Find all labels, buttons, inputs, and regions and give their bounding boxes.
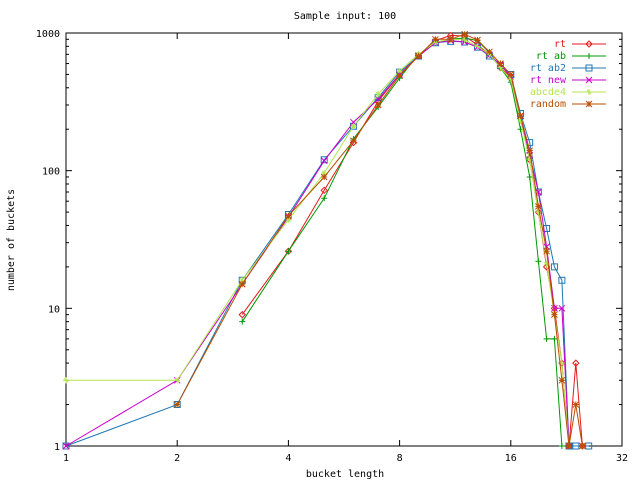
legend-label: abcde4 <box>530 87 566 98</box>
data-point <box>558 276 566 284</box>
data-point <box>350 137 357 145</box>
data-point <box>579 442 586 450</box>
data-point <box>321 195 328 202</box>
data-point <box>535 203 542 210</box>
data-point <box>517 110 525 118</box>
plot-area: 1 2 4 8 16 32 1 10 100 1000 <box>36 29 628 464</box>
series-line <box>65 40 589 447</box>
series-line <box>241 37 563 447</box>
data-point <box>415 52 422 60</box>
legend-label: rt <box>554 39 566 50</box>
y-axis-label: number of buckets <box>6 189 17 291</box>
data-point <box>350 123 357 130</box>
data-point <box>396 72 403 80</box>
x-tick-label: 4 <box>285 453 291 464</box>
y-tick-label: 10 <box>48 304 60 315</box>
data-point <box>239 318 246 325</box>
data-point <box>320 156 328 164</box>
x-axis-label: bucket length <box>306 469 384 480</box>
y-tick-label: 1000 <box>36 29 60 40</box>
legend-marker <box>585 100 593 108</box>
x-tick-label: 1 <box>63 453 69 464</box>
legend-marker <box>586 53 592 59</box>
legend-marker <box>586 89 592 95</box>
data-point <box>558 443 565 449</box>
data-point <box>526 173 533 180</box>
data-point <box>526 147 534 154</box>
series-line <box>66 38 570 447</box>
y-tick-label: 1 <box>54 442 60 453</box>
x-tick-label: 16 <box>505 453 517 464</box>
data-point <box>572 359 580 367</box>
data-point <box>535 258 542 265</box>
data-point <box>447 35 455 43</box>
data-point <box>285 212 292 220</box>
data-point <box>349 138 358 147</box>
series-rt-new <box>62 37 573 450</box>
data-point <box>375 91 382 98</box>
data-point <box>474 43 481 50</box>
data-point <box>285 248 292 255</box>
data-point <box>543 247 550 255</box>
data-point <box>432 35 439 43</box>
data-point <box>550 263 558 271</box>
data-point <box>63 377 69 384</box>
chart-title: Sample input: 100 <box>294 11 396 22</box>
y-tick-label: 100 <box>42 167 60 178</box>
data-point <box>572 442 580 450</box>
legend-marker <box>585 64 593 72</box>
data-point <box>173 401 181 408</box>
x-tick-label: 32 <box>616 453 628 464</box>
data-point <box>474 36 481 44</box>
legend-label: rt new <box>530 75 567 86</box>
x-tick-label: 8 <box>397 453 403 464</box>
data-point <box>238 280 246 288</box>
series-line <box>65 40 570 447</box>
data-point <box>174 377 181 384</box>
data-point <box>497 60 504 67</box>
data-point <box>572 401 580 408</box>
data-point <box>507 71 515 78</box>
data-point <box>551 311 558 318</box>
data-point <box>238 310 246 319</box>
data-point <box>535 209 542 216</box>
series-abcde4 <box>63 36 573 449</box>
series-rt-ab2 <box>62 37 593 450</box>
data-point <box>461 36 468 43</box>
data-point <box>320 186 328 195</box>
data-point <box>585 442 593 450</box>
data-point <box>558 376 566 384</box>
data-point <box>62 442 70 450</box>
data-point <box>517 112 524 120</box>
data-point <box>320 157 328 165</box>
legend-marker <box>585 76 593 84</box>
data-point <box>374 101 382 109</box>
data-point <box>551 304 558 312</box>
data-point <box>461 38 469 46</box>
data-point <box>486 48 493 56</box>
series-random <box>173 30 586 450</box>
data-point <box>320 173 328 181</box>
legend-label: rt ab2 <box>530 63 566 74</box>
data-point <box>551 335 558 342</box>
data-point <box>565 442 573 450</box>
legend-label: rt ab <box>536 51 566 62</box>
plot-frame <box>65 32 623 447</box>
x-tick-label: 2 <box>174 453 180 464</box>
series-line <box>176 33 583 447</box>
legend-marker <box>585 40 593 48</box>
legend-label: random <box>530 99 566 110</box>
data-point <box>473 43 481 51</box>
data-point <box>543 335 550 342</box>
data-point <box>558 304 566 312</box>
data-point <box>461 30 469 38</box>
